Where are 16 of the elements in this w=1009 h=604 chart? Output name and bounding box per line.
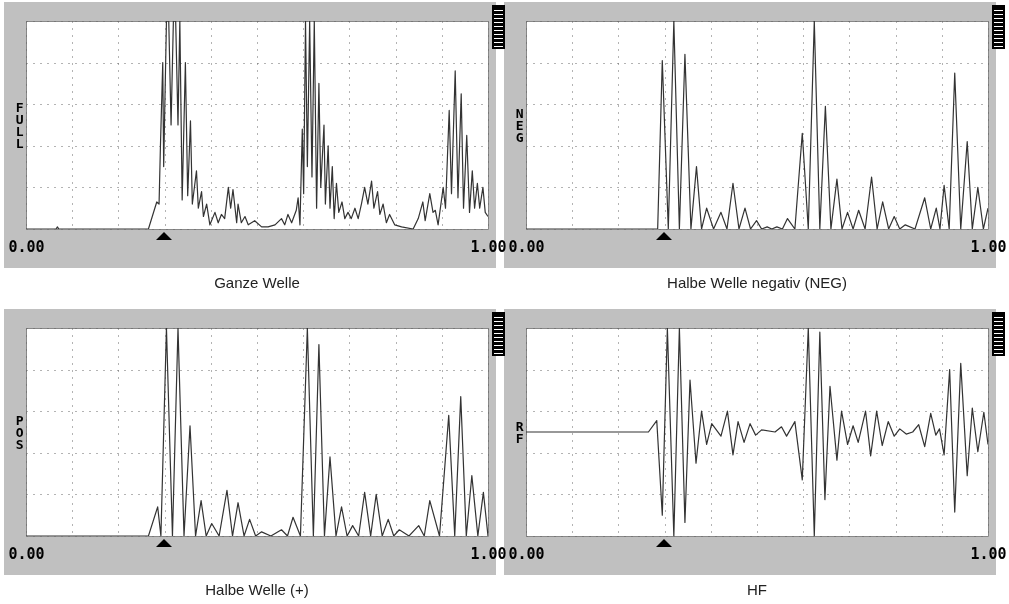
y-axis-title: FULL bbox=[15, 99, 24, 151]
text: Halbe Welle negativ (NEG) bbox=[667, 274, 847, 291]
y-axis-title: NEG bbox=[515, 105, 524, 145]
x-tick-label: 1.00 bbox=[970, 237, 1007, 256]
x-tick-label: 0.00 bbox=[508, 544, 545, 563]
text: HF bbox=[747, 581, 767, 598]
y-axis-title: RF bbox=[515, 418, 524, 446]
x-tick-label: 0.00 bbox=[8, 544, 45, 563]
y-axis-title: POS bbox=[15, 412, 24, 452]
x-tick-label: 1.00 bbox=[970, 544, 1007, 563]
x-tick-label: 0.00 bbox=[8, 237, 45, 256]
x-tick-label: 1.00 bbox=[470, 544, 507, 563]
text: Ganze Welle bbox=[214, 274, 300, 291]
text: Halbe Welle (+) bbox=[205, 581, 309, 598]
x-tick-label: 1.00 bbox=[470, 237, 507, 256]
x-tick-label: 0.00 bbox=[508, 237, 545, 256]
